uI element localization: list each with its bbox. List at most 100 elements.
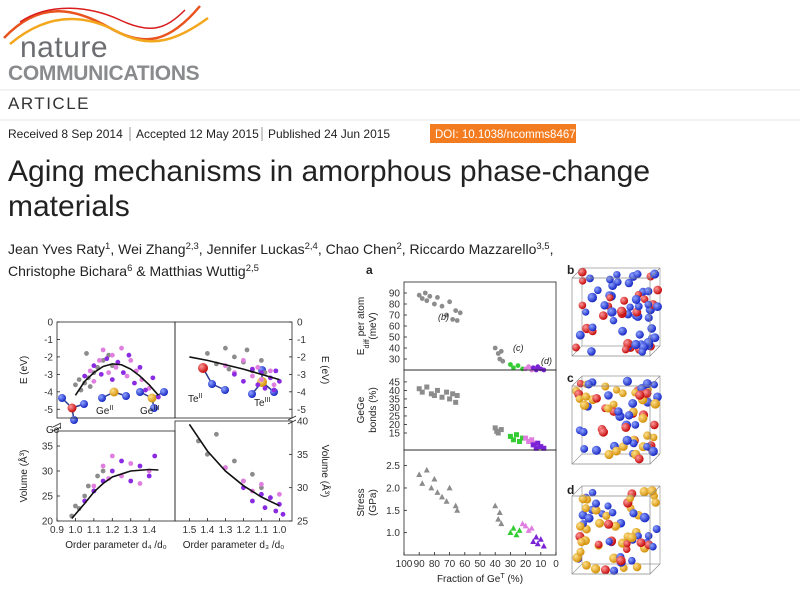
author-name[interactable]: Chao Chen bbox=[326, 241, 397, 257]
y-axis-label: GeGe bbox=[356, 396, 367, 423]
atom bbox=[627, 532, 637, 543]
separator: , bbox=[110, 241, 114, 257]
atom bbox=[621, 345, 630, 354]
point bbox=[91, 378, 97, 384]
point bbox=[87, 368, 93, 374]
atom bbox=[642, 388, 652, 398]
point bbox=[428, 484, 435, 491]
title: Aging mechanisms in amorphous phase-chan… bbox=[8, 155, 650, 188]
molecule-label: GeI bbox=[46, 422, 61, 437]
point bbox=[443, 498, 450, 504]
x-tick-label: 1.3 bbox=[124, 525, 138, 536]
y-tick-label: 70 bbox=[389, 311, 401, 322]
y-tick-label: 60 bbox=[389, 322, 401, 333]
x-tick-label: 60 bbox=[459, 559, 471, 570]
section: ARTICLE bbox=[8, 94, 90, 113]
x-axis-label: Fraction of Ge bbox=[437, 574, 501, 585]
point bbox=[495, 430, 501, 436]
atom bbox=[653, 302, 662, 312]
doi[interactable]: DOI: 10.1038/ncomms8467 bbox=[435, 129, 576, 141]
y-tick-label: -1 bbox=[44, 335, 53, 346]
point bbox=[416, 471, 423, 477]
x-tick-label: 1.5 bbox=[182, 525, 196, 536]
annotation: (c) bbox=[513, 343, 524, 353]
atom bbox=[614, 407, 623, 416]
point bbox=[119, 345, 124, 351]
atom bbox=[644, 287, 653, 296]
point bbox=[540, 542, 547, 549]
point bbox=[495, 516, 502, 522]
atom bbox=[609, 566, 619, 575]
x-tick-label: 40 bbox=[490, 559, 502, 570]
author-name[interactable]: Jean Yves Raty bbox=[8, 241, 105, 257]
fit-curve bbox=[189, 356, 280, 381]
atom bbox=[579, 400, 590, 410]
journal-subtitle: COMMUNICATIONS bbox=[8, 62, 200, 85]
point bbox=[214, 431, 219, 437]
y-tick-label: 25 bbox=[389, 411, 401, 422]
y-tick-label: 40 bbox=[389, 344, 401, 355]
atom bbox=[601, 382, 610, 391]
point bbox=[526, 364, 532, 370]
point bbox=[152, 453, 158, 459]
received: Received 8 Sep 2014 bbox=[8, 127, 123, 141]
point bbox=[250, 471, 255, 477]
point bbox=[271, 382, 277, 388]
point bbox=[115, 359, 121, 365]
atom bbox=[652, 525, 661, 534]
y-tick-label: 30 bbox=[297, 483, 309, 494]
y-tick-label: 0 bbox=[47, 318, 53, 329]
author-name[interactable]: Christophe Bichara bbox=[8, 263, 127, 279]
point bbox=[511, 365, 516, 371]
point bbox=[91, 363, 97, 369]
y-axis-label: bonds (%) bbox=[368, 387, 379, 433]
author-name[interactable]: Jennifer Luckas bbox=[207, 241, 305, 257]
point bbox=[516, 527, 523, 533]
affiliation: 2,4 bbox=[305, 241, 318, 252]
atom bbox=[577, 537, 586, 547]
atom bbox=[640, 295, 649, 304]
point bbox=[273, 508, 279, 514]
x-axis-label: Order parameter d₃ /d₀ bbox=[183, 540, 285, 551]
atom bbox=[584, 513, 594, 523]
affiliation: 6 bbox=[127, 263, 132, 274]
point bbox=[268, 368, 273, 374]
point bbox=[262, 385, 268, 391]
atom bbox=[622, 435, 632, 446]
author-name[interactable]: Matthias Wuttig bbox=[149, 263, 245, 279]
atom bbox=[639, 512, 650, 523]
point bbox=[119, 458, 124, 464]
atom bbox=[600, 301, 609, 310]
molecule-label: Te bbox=[254, 398, 265, 409]
logo-swoosh bbox=[3, 5, 209, 45]
point bbox=[492, 502, 499, 509]
point bbox=[452, 502, 459, 509]
molecule-label-sup: II bbox=[199, 391, 203, 400]
author-line: Jean Yves Raty1, Wei Zhang2,3, Jennifer … bbox=[8, 241, 553, 258]
point bbox=[126, 352, 132, 358]
axis-break bbox=[52, 422, 62, 432]
atom bbox=[591, 499, 601, 508]
point bbox=[124, 373, 130, 379]
atom bbox=[633, 270, 642, 279]
point bbox=[444, 389, 450, 395]
atom bbox=[581, 392, 591, 401]
affiliation: 2 bbox=[396, 241, 401, 252]
atom bbox=[605, 537, 613, 546]
y-tick-label: 50 bbox=[389, 333, 401, 344]
y-tick-label: 40 bbox=[389, 386, 401, 397]
author-name[interactable]: Wei Zhang bbox=[118, 241, 185, 257]
point bbox=[273, 368, 279, 374]
point bbox=[492, 345, 498, 351]
atom bbox=[598, 311, 608, 320]
atom bbox=[611, 446, 621, 456]
y-tick-label: -1 bbox=[297, 335, 306, 346]
affiliation: 2,5 bbox=[246, 263, 259, 274]
point bbox=[277, 491, 282, 497]
point bbox=[424, 384, 430, 390]
atom bbox=[649, 542, 657, 551]
y-tick-label: 2.0 bbox=[386, 483, 400, 494]
x-tick-label: 1.3 bbox=[218, 525, 232, 536]
point bbox=[241, 478, 246, 484]
author-name[interactable]: Riccardo Mazzarello bbox=[410, 241, 537, 257]
